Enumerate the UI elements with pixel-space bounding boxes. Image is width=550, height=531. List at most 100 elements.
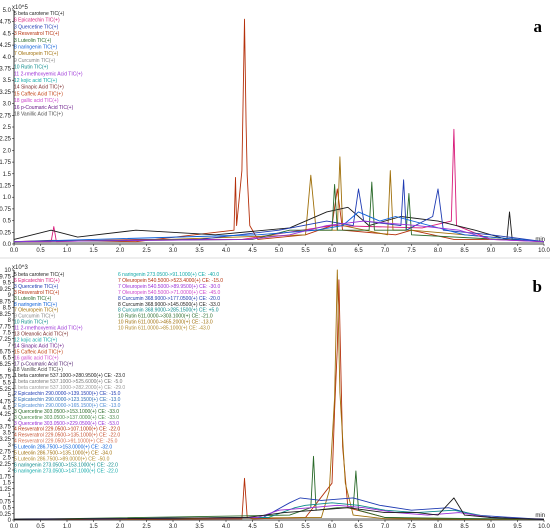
series-line (13, 18, 545, 243)
x-tick-label: 7.5 (407, 248, 416, 254)
legend-entry: 15 Caffeic Acid TIC(+) (14, 91, 63, 97)
y-tick-label: 0.25 (0, 230, 12, 236)
y-tick-label: 3.75 (0, 67, 12, 73)
legend-entry: 8 naringenin TIC(+) (14, 302, 57, 308)
y-tick-label: 0.5 (3, 219, 12, 225)
x-tick-label: 4.5 (248, 524, 257, 530)
y-tick-label: 2.25 (0, 462, 12, 468)
x-tick-label: 10.0 (538, 524, 550, 530)
y-tick-label: 5.5 (3, 381, 12, 387)
legend-entry: 2 Epicatechin 290.0000->165.1500(+) CE: … (14, 403, 121, 409)
legend-entry: 4 Resveratrol 229.0500->135.1000(+) CE: … (14, 433, 120, 439)
legend-entry: 8 naringenin TIC(+) (14, 45, 57, 51)
series-line (13, 181, 545, 243)
legend-entry: 10 Rutin 611.0000->85.1000(+) CE: -43.0 (118, 326, 210, 332)
legend-entry: 8 Curcumin 368.9000->145.0500(+) CE: -33… (118, 302, 220, 308)
x-tick-label: 2.0 (116, 524, 125, 530)
x-tick-label: 8.5 (460, 524, 469, 530)
x-tick-label: 0.0 (10, 248, 19, 254)
legend-entry: 7 Oleuropein 540.5000->71.0000(+) CE: -4… (118, 290, 221, 296)
y-tick-label: 4.25 (0, 412, 12, 418)
y-tick-label: 3.25 (0, 437, 12, 443)
y-tick-label: 5.0 (3, 8, 12, 14)
y-tick-label: 8.25 (0, 312, 12, 318)
y-tick-label: 3 (8, 443, 12, 449)
legend-entry: 13 Oleanolic Acid TIC(+) (14, 332, 69, 338)
legend-entry: 3 Quercetine TIC(+) (14, 24, 59, 30)
y-tick-label: 1.0 (3, 195, 12, 201)
series-line (13, 497, 545, 520)
x-tick-label: 5.0 (275, 248, 284, 254)
legend-entry: 2 Epicatechin 290.0000->139.1500(+) CE: … (14, 391, 121, 397)
y-tick-label: 0.25 (0, 512, 12, 518)
x-tick-label: 8.5 (460, 248, 469, 254)
x-tick-label: 8.0 (434, 248, 443, 254)
y-multiplier-label: x10^5 (12, 5, 28, 11)
legend-entry: 4 Resveratrol 229.0500->107.1000(+) CE: … (14, 427, 120, 433)
legend-entry: 4 Resveratrol 229.0500->91.1000(+) CE: -… (14, 439, 118, 445)
y-tick-label: 1 (8, 493, 12, 499)
legend-entry: 3 Luteolin TIC(+) (14, 38, 52, 44)
y-tick-label: 4.25 (0, 43, 12, 49)
legend-entry: 7 Oleuropein 540.5000->89.9500(+) CE: -3… (118, 284, 221, 290)
legend-entry: 1 beta carotene 537.1000->280.9500(+) CE… (14, 373, 125, 379)
legend-entry: 12 kojic acid TIC(+) (14, 337, 57, 343)
legend-entry: 3 Resveratrol TIC(+) (14, 290, 60, 296)
y-tick-label: 3.75 (0, 424, 12, 430)
y-tick-label: 1.5 (3, 481, 12, 487)
y-tick-label: 9.75 (0, 274, 12, 280)
x-tick-label: 5.5 (301, 248, 310, 254)
series-line (13, 179, 545, 243)
y-tick-label: 4.0 (3, 55, 12, 61)
y-tick-label: 6.75 (0, 349, 12, 355)
x-tick-label: 4.0 (222, 248, 231, 254)
legend-entry: 18 Vanillic Acid TIC(+) (14, 112, 63, 118)
x-tick-label: 7.5 (407, 524, 416, 530)
legend-entry: 16 gallic acid TIC(+) (14, 355, 59, 361)
x-tick-label: 8.0 (434, 524, 443, 530)
y-tick-label: 1.75 (0, 160, 12, 166)
legend-entry: 15 Caffeic Acid TIC(+) (14, 349, 63, 355)
y-tick-label: 2.5 (3, 456, 12, 462)
panel-a: 0.0 0.25 0.5 0.75 1.0 1.25 1.5 1.75 2.0 2.25 2.5 2.… (0, 5, 550, 254)
x-tick-label: 9.0 (487, 248, 496, 254)
legend-entry: 3 Quercetine TIC(+) (14, 284, 59, 290)
x-unit-label: min (535, 237, 545, 243)
y-tick-label: 2.75 (0, 449, 12, 455)
y-tick-label: 4.5 (3, 406, 12, 412)
y-tick-label: 0.75 (0, 207, 12, 213)
x-unit-label: min (535, 513, 545, 519)
y-tick-label: 6.5 (3, 356, 12, 362)
y-tick-label: 0 (8, 518, 12, 524)
x-tick-label: 0.5 (36, 248, 45, 254)
x-tick-label: 3.0 (169, 524, 178, 530)
x-tick-label: 2.5 (142, 524, 151, 530)
y-tick-label: 10 (4, 268, 11, 274)
y-tick-label: 8.5 (3, 306, 12, 312)
legend-entry: 14 Sinapic Acid TIC(+) (14, 343, 64, 349)
legend-entry: 3 Quercetine 303.0500->137.0000(+) CE: -… (14, 415, 119, 421)
x-tick-label: 10.0 (538, 248, 550, 254)
series-line (13, 502, 545, 520)
legend-entry: 6 naringenin 273.0500->91.1000(+) CE: -4… (118, 272, 219, 278)
x-tick-label: 3.5 (195, 524, 204, 530)
legend-entry: 10 Rutin 611.0000->303.1000(+) CE: -21.0 (118, 314, 213, 320)
legend-entry: 9 Curcumin TIC(+) (14, 58, 56, 64)
legend-entry: 16 p-Coumaric Acid TIC(+) (14, 105, 74, 111)
legend-entry: 10 Rutin 611.0000->465.2000(+) CE: -13.0 (118, 320, 213, 326)
legend-entry: 3 Quercetine 303.0500->229.0500(+) CE: -… (14, 421, 119, 427)
legend-entry: 6 Epicatechin TIC(+) (14, 278, 60, 284)
legend-entry: 5 Luteolin 286.7500->135.1000(+) CE: -34… (14, 451, 112, 457)
x-tick-label: 6.5 (354, 248, 363, 254)
legend-entry: 10 Rutin TIC(+) (14, 65, 49, 71)
x-tick-label: 0.5 (36, 524, 45, 530)
y-tick-label: 5.75 (0, 374, 12, 380)
x-tick-label: 3.5 (195, 248, 204, 254)
legend-entry: 1 beta carotene 537.1000->525.6000(+) CE… (14, 379, 123, 385)
x-tick-label: 9.5 (513, 248, 522, 254)
panel-label: a (534, 17, 543, 36)
x-tick-label: 6.0 (328, 524, 337, 530)
y-tick-label: 1.75 (0, 474, 12, 480)
series-line (13, 206, 545, 243)
x-tick-label: 1.5 (89, 524, 98, 530)
